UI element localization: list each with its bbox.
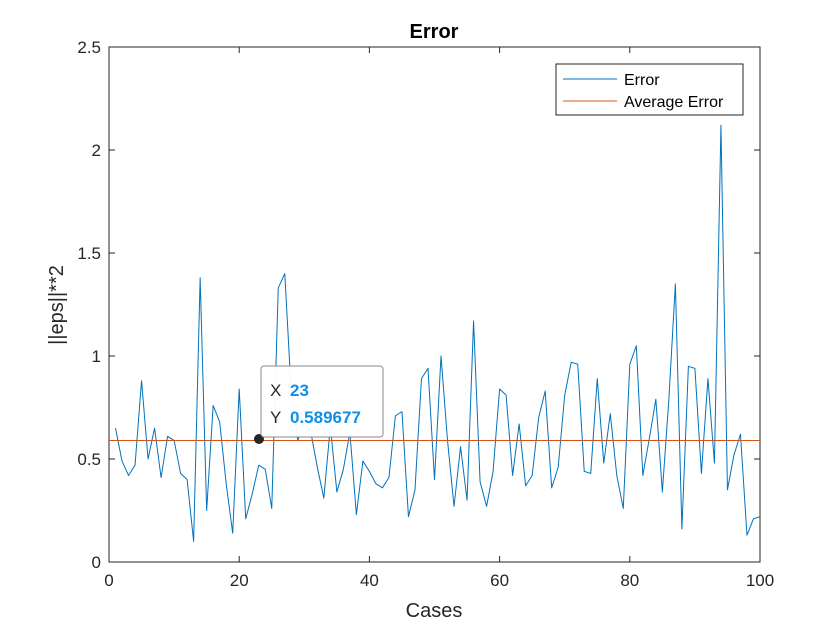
y-tick-label: 0 [92, 553, 101, 572]
y-tick-label: 0.5 [77, 450, 101, 469]
datatip-box [260, 365, 384, 438]
datatip-marker[interactable] [254, 434, 264, 444]
datatip[interactable]: X 23 Y 0.589677 [254, 365, 384, 444]
legend-label-average: Average Error [624, 94, 724, 111]
y-tick-label: 2.5 [77, 38, 101, 57]
chart-title: Error [410, 21, 459, 43]
y-axis-label: ||eps||**2 [46, 265, 68, 345]
datatip-x-key: X [270, 381, 281, 400]
datatip-y-value: 0.589677 [290, 408, 361, 427]
datatip-y-key: Y [270, 408, 281, 427]
x-tick-label: 80 [620, 571, 639, 590]
error-series-line [115, 124, 761, 542]
x-tick-label: 0 [104, 571, 113, 590]
legend-label-error: Error [624, 72, 660, 89]
series-layer [109, 124, 761, 542]
axis-ticks: 0 20 40 60 80 100 0 0.5 1 1.5 2 2.5 [77, 38, 774, 590]
plot-area[interactable] [108, 46, 761, 563]
legend-box [555, 63, 744, 116]
x-tick-label: 60 [490, 571, 509, 590]
x-tick-label: 40 [360, 571, 379, 590]
y-tick-label: 1 [92, 347, 101, 366]
x-tick-label: 20 [230, 571, 249, 590]
datatip-x-value: 23 [290, 381, 309, 400]
x-tick-label: 100 [746, 571, 774, 590]
x-axis-label: Cases [406, 600, 463, 622]
y-tick-label: 1.5 [77, 244, 101, 263]
legend[interactable]: Error Average Error [555, 63, 744, 116]
y-tick-label: 2 [92, 141, 101, 160]
